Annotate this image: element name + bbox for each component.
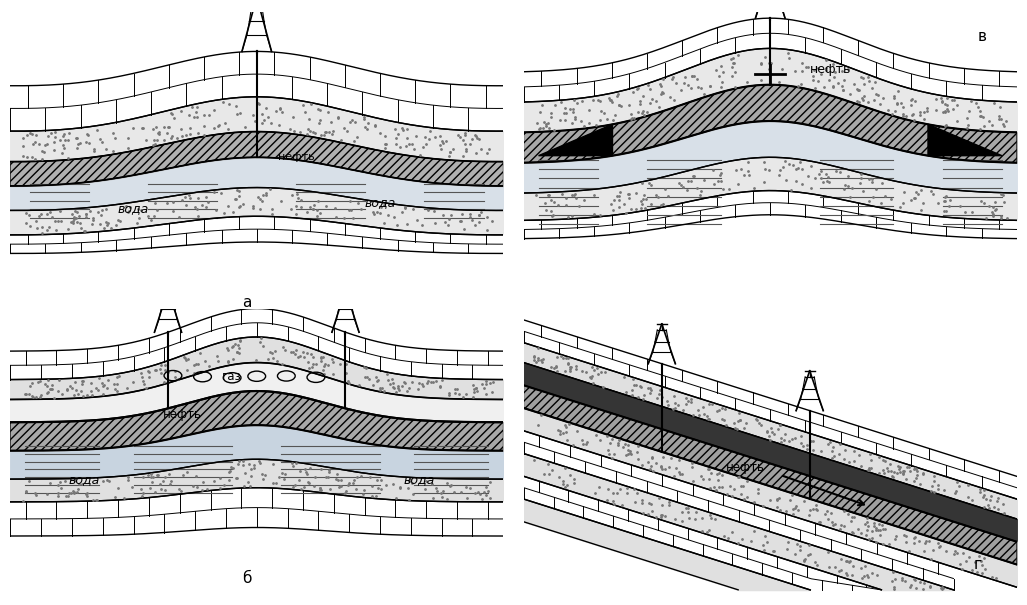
Text: вода: вода	[365, 196, 395, 209]
Text: вода: вода	[404, 473, 435, 486]
Text: нефть: нефть	[726, 460, 765, 474]
Text: вода: вода	[69, 473, 100, 486]
Polygon shape	[928, 124, 1002, 155]
Text: нефть: нефть	[809, 63, 851, 76]
Text: нефть: нефть	[278, 152, 314, 162]
Text: в: в	[978, 29, 987, 44]
Text: а: а	[242, 295, 252, 310]
Polygon shape	[538, 124, 612, 155]
Text: газ: газ	[222, 370, 242, 384]
Text: вода: вода	[118, 202, 149, 215]
Text: нефть: нефть	[163, 408, 202, 421]
Text: б: б	[242, 571, 252, 586]
Text: г: г	[974, 557, 982, 572]
